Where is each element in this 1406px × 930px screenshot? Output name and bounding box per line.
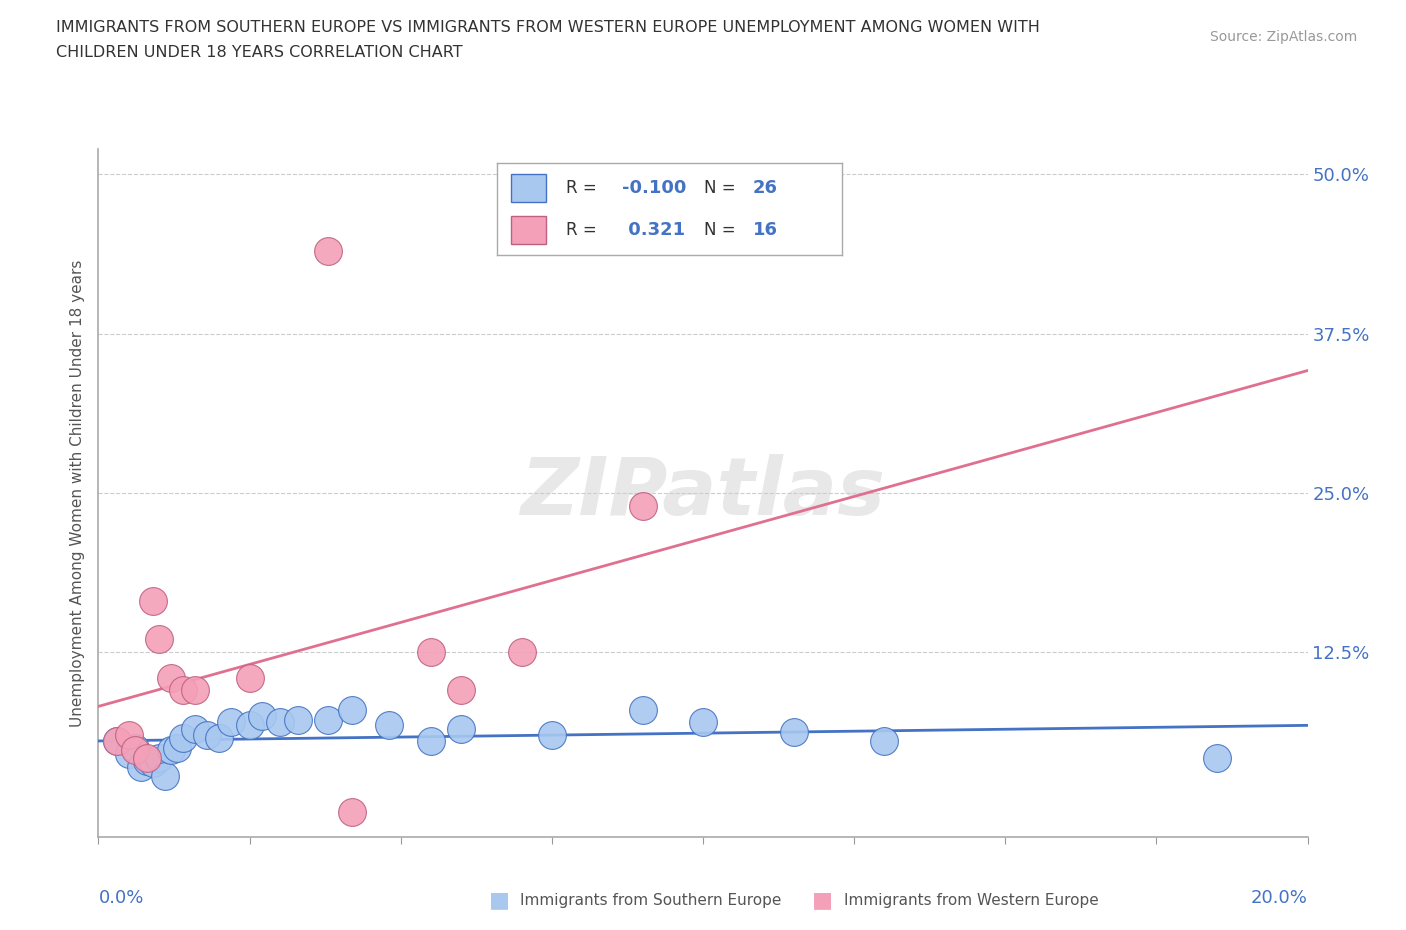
Point — [135, 751, 157, 765]
Point — [540, 727, 562, 742]
Point — [873, 734, 896, 749]
Y-axis label: Unemployment Among Women with Children Under 18 years: Unemployment Among Women with Children U… — [69, 259, 84, 726]
Point — [692, 715, 714, 730]
Text: ■: ■ — [489, 890, 509, 910]
Text: CHILDREN UNDER 18 YEARS CORRELATION CHART: CHILDREN UNDER 18 YEARS CORRELATION CHAR… — [56, 45, 463, 60]
Point — [135, 753, 157, 768]
Point — [250, 709, 273, 724]
Point — [239, 717, 262, 732]
Point — [148, 632, 170, 647]
Point — [631, 498, 654, 513]
Point — [419, 734, 441, 749]
Point — [239, 671, 262, 685]
Point — [172, 683, 194, 698]
Point — [782, 725, 804, 740]
Point — [124, 743, 146, 758]
Point — [105, 734, 128, 749]
Text: 0.0%: 0.0% — [98, 889, 143, 907]
Point — [166, 740, 188, 755]
Point — [269, 715, 291, 730]
Point — [419, 644, 441, 659]
Text: Immigrants from Southern Europe: Immigrants from Southern Europe — [520, 893, 782, 908]
Text: IMMIGRANTS FROM SOUTHERN EUROPE VS IMMIGRANTS FROM WESTERN EUROPE UNEMPLOYMENT A: IMMIGRANTS FROM SOUTHERN EUROPE VS IMMIG… — [56, 20, 1040, 35]
Point — [148, 751, 170, 765]
Point — [160, 671, 183, 685]
Point — [184, 722, 207, 737]
Point — [450, 683, 472, 698]
Point — [153, 768, 176, 783]
Point — [184, 683, 207, 698]
Point — [316, 712, 339, 727]
Point — [129, 760, 152, 775]
Point — [287, 712, 309, 727]
Point — [124, 740, 146, 755]
Point — [342, 804, 364, 819]
Point — [316, 244, 339, 259]
Text: 20.0%: 20.0% — [1251, 889, 1308, 907]
Point — [172, 730, 194, 745]
Point — [195, 727, 218, 742]
Text: Immigrants from Western Europe: Immigrants from Western Europe — [844, 893, 1098, 908]
Text: ZIPatlas: ZIPatlas — [520, 454, 886, 532]
Point — [160, 743, 183, 758]
Point — [631, 702, 654, 717]
Point — [450, 722, 472, 737]
Point — [142, 593, 165, 608]
Point — [377, 717, 399, 732]
Point — [510, 644, 533, 659]
Point — [118, 727, 141, 742]
Point — [142, 756, 165, 771]
Point — [105, 734, 128, 749]
Text: ■: ■ — [813, 890, 832, 910]
Text: Source: ZipAtlas.com: Source: ZipAtlas.com — [1209, 30, 1357, 44]
Point — [208, 730, 231, 745]
Point — [342, 702, 364, 717]
Point — [118, 747, 141, 762]
Point — [221, 715, 243, 730]
Point — [1206, 751, 1229, 765]
